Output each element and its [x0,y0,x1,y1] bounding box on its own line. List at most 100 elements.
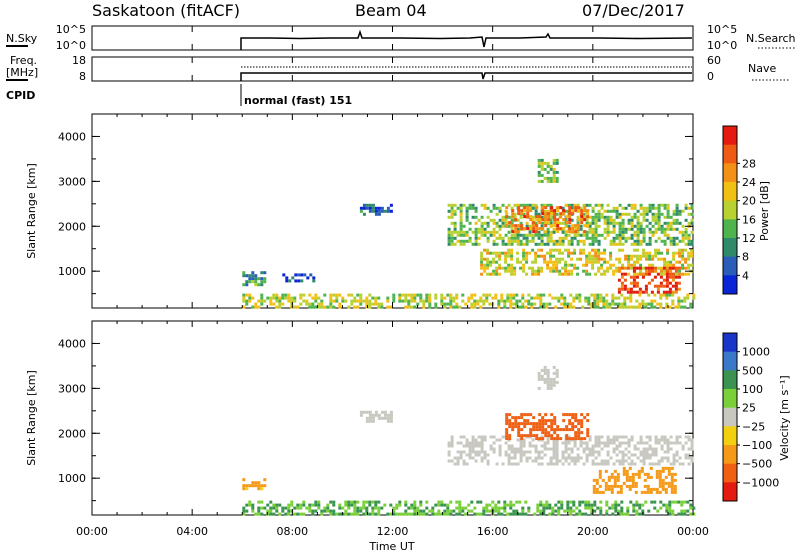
velocity-echo-cell [528,441,532,445]
power-echo-cell [641,290,645,294]
power-echo-cell [568,230,572,234]
power-colorbar-segment [723,256,737,276]
power-echo-cell [687,221,691,225]
velocity-echo-cell [471,456,475,460]
power-echo-cell [461,299,465,303]
power-echo-cell [544,221,548,225]
power-echo-cell [663,263,667,267]
power-echo-cell [591,206,595,210]
power-echo-cell [539,299,543,303]
power-echo-cell [285,279,289,283]
velocity-echo-cell [690,447,694,451]
power-echo-cell [510,233,514,237]
power-echo-cell [404,296,408,300]
power-echo-cell [663,206,667,210]
noise-right-label: N.Search [746,32,796,45]
power-echo-cell [668,290,672,294]
power-echo-cell [593,305,597,309]
power-echo-cell [633,260,637,264]
power-echo-cell [684,266,688,270]
velocity-echo-cell [663,435,667,439]
power-echo-cell [561,239,565,243]
velocity-echo-cell [643,472,647,476]
velocity-echo-cell [557,509,561,513]
power-echo-cell [657,251,661,255]
power-colorbar-frame [722,125,738,295]
velocity-echo-cell [257,509,261,513]
velocity-echo-cell [365,500,369,504]
power-echo-cell [591,257,595,261]
velocity-echo-cell [425,500,429,504]
power-echo-cell [606,209,610,213]
power-echo-cell [594,203,598,207]
velocity-echo-cell [661,481,665,485]
velocity-echo-cell [594,435,598,439]
power-echo-cell [410,296,414,300]
velocity-echo-cell [251,506,255,510]
velocity-echo-cell [588,447,592,451]
power-echo-cell [612,218,616,222]
velocity-echo-cell [519,444,523,448]
power-echo-cell [663,215,667,219]
velocity-echo-cell [658,472,662,476]
velocity-echo-cell [597,453,601,457]
power-echo-cell [320,305,324,309]
power-echo-cell [425,296,429,300]
velocity-echo-cell [542,506,546,510]
velocity-echo-cell [683,500,687,504]
power-echo-cell [666,251,670,255]
power-echo-cell [588,236,592,240]
power-echo-cell [591,218,595,222]
velocity-echo-cell [521,512,525,516]
power-echo-cell [447,242,451,246]
power-echo-cell [248,280,252,284]
power-echo-cell [543,161,547,165]
velocity-echo-cell [538,422,542,426]
velocity-echo-cell [660,447,664,451]
velocity-echo-cell [595,490,599,494]
power-echo-cell [624,206,628,210]
power-echo-cell [635,290,639,294]
velocity-echo-cell [462,462,466,466]
power-echo-cell [570,236,574,240]
power-echo-cell [663,272,667,276]
power-echo-cell [558,272,562,276]
power-echo-cell [534,209,538,213]
velocity-echo-region [447,435,694,466]
power-echo-cell [594,236,598,240]
power-echo-cell [495,272,499,276]
power-echo-cell [672,218,676,222]
velocity-echo-cell [263,506,267,510]
velocity-echo-cell [673,490,677,494]
power-echo-cell [329,305,333,309]
velocity-echo-cell [452,509,456,513]
power-echo-cell [511,224,515,228]
power-echo-cell [579,251,583,255]
velocity-echo-cell [344,509,348,513]
velocity-ytick-label: 4000 [58,337,86,350]
power-echo-cell [491,296,495,300]
power-echo-cell [633,212,637,216]
power-echo-cell [254,305,258,309]
power-echo-cell [591,242,595,246]
velocity-echo-cell [571,413,575,417]
power-echo-cell [485,299,489,303]
power-echo-cell [260,280,264,284]
power-echo-cell [599,293,603,297]
velocity-echo-cell [550,422,554,426]
power-echo-cell [523,215,527,219]
velocity-echo-cell [281,509,285,513]
velocity-echo-cell [504,450,508,454]
velocity-echo-cell [483,453,487,457]
time-axis-label: Time UT [368,540,414,553]
power-echo-cell [428,293,432,297]
power-echo-cell [642,215,646,219]
velocity-echo-cell [597,438,601,442]
power-echo-cell [525,224,529,228]
power-echo-cell [440,296,444,300]
power-echo-cell [612,206,616,210]
power-echo-cell [585,254,589,258]
velocity-echo-cell [431,506,435,510]
velocity-echo-cell [658,469,662,473]
velocity-echo-cell [555,444,559,448]
